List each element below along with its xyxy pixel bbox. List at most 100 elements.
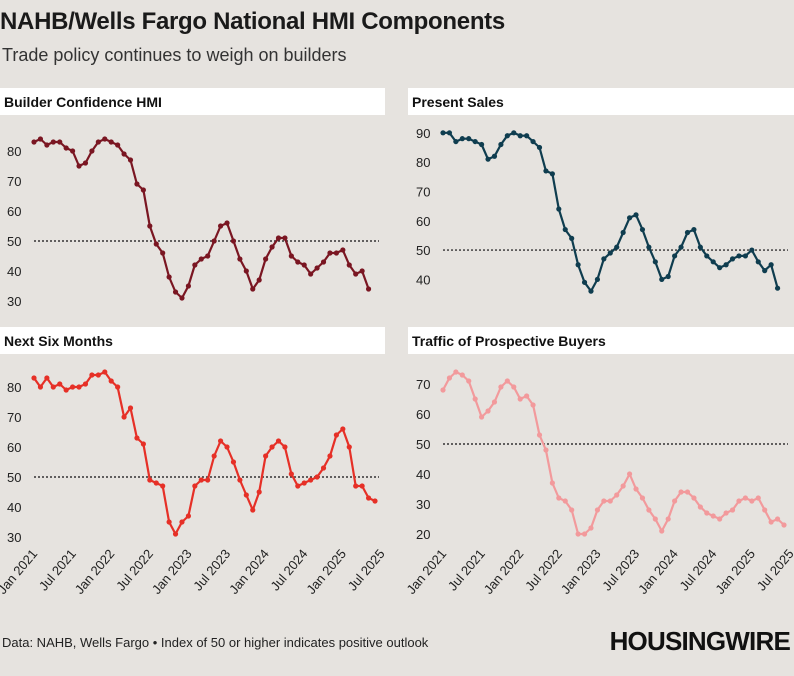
traffic-prospective-buyers-title: Traffic of Prospective Buyers [412, 333, 606, 349]
present-sales-data-point [697, 244, 703, 250]
traffic-prospective-buyers-data-point [466, 378, 472, 384]
traffic-prospective-buyers-data-point [626, 471, 633, 477]
next-six-months-data-point [263, 453, 269, 459]
next-six-months-data-point [37, 384, 44, 390]
next-six-months-header-band [0, 327, 385, 354]
builder-confidence-data-point [50, 139, 56, 145]
traffic-prospective-buyers-data-point [575, 531, 581, 537]
present-sales-ytick-label: 60 [416, 214, 430, 229]
traffic-prospective-buyers-xtick-label: Jan 2024 [635, 546, 681, 597]
traffic-prospective-buyers-data-point [691, 495, 697, 501]
builder-confidence-data-point [230, 238, 237, 244]
next-six-months-data-point [333, 432, 339, 438]
present-sales-data-point [581, 279, 588, 285]
next-six-months-data-point [134, 435, 140, 441]
next-six-months-data-point [205, 477, 211, 483]
traffic-prospective-buyers-ytick-label: 60 [416, 407, 430, 422]
builder-confidence-ytick-label: 40 [7, 264, 21, 279]
builder-confidence-data-point [179, 295, 185, 301]
builder-confidence-data-point [205, 253, 211, 259]
present-sales-data-point [678, 244, 684, 250]
present-sales-data-point [485, 156, 491, 162]
traffic-prospective-buyers-data-point [459, 372, 465, 378]
traffic-prospective-buyers-xtick-label: Jan 2023 [558, 546, 604, 597]
present-sales-data-point [479, 141, 485, 148]
present-sales-data-point [672, 253, 678, 259]
builder-confidence-ytick-label: 70 [7, 174, 21, 189]
next-six-months-ytick-label: 80 [7, 380, 21, 395]
next-six-months-data-point [76, 384, 82, 390]
builder-confidence-data-point [308, 271, 314, 277]
next-six-months-data-point [314, 474, 320, 480]
builder-confidence-ytick-label: 60 [7, 204, 21, 219]
present-sales-data-point [466, 136, 472, 142]
present-sales-ytick-label: 80 [416, 155, 430, 170]
builder-confidence-data-point [237, 256, 243, 262]
next-six-months-ytick-label: 60 [7, 440, 21, 455]
present-sales-data-point [633, 212, 639, 218]
next-six-months-data-point [44, 375, 50, 381]
present-sales-data-point [710, 259, 716, 265]
present-sales-data-point [639, 226, 646, 233]
next-six-months-xtick-label: Jan 2022 [72, 546, 118, 597]
next-six-months-data-point [192, 483, 198, 489]
present-sales-data-point [691, 226, 697, 233]
traffic-prospective-buyers-data-point [633, 486, 639, 492]
builder-confidence-data-point [37, 136, 44, 142]
traffic-prospective-buyers-xtick-label: Jul 2025 [754, 546, 794, 593]
present-sales-data-point [440, 130, 446, 136]
next-six-months-data-point [89, 372, 95, 378]
builder-confidence-data-point [269, 244, 275, 250]
present-sales-data-point [575, 262, 581, 268]
traffic-prospective-buyers-data-point [594, 507, 601, 513]
present-sales-data-point [536, 144, 543, 151]
builder-confidence-chart: Builder Confidence HMI 80 70 60 50 40 30 [0, 88, 385, 309]
traffic-prospective-buyers-data-point [665, 516, 671, 522]
next-six-months-data-point [269, 444, 275, 450]
traffic-prospective-buyers-data-point [517, 396, 523, 402]
traffic-prospective-buyers-chart: Traffic of Prospective Buyers 70 60 50 40 30 2… [403, 327, 794, 597]
present-sales-data-point [614, 244, 620, 250]
present-sales-data-point [742, 253, 748, 259]
builder-confidence-data-point [31, 139, 37, 145]
builder-confidence-data-point [185, 283, 192, 289]
builder-confidence-data-point [63, 145, 69, 151]
builder-confidence-data-point [288, 253, 294, 259]
builder-confidence-data-point [134, 181, 140, 187]
next-six-months-data-point [127, 405, 134, 411]
next-six-months-data-point [237, 477, 243, 483]
present-sales-data-point [517, 133, 523, 139]
next-six-months-data-point [82, 381, 89, 387]
builder-confidence-data-point [333, 250, 339, 256]
next-six-months-data-point [282, 444, 288, 450]
next-six-months-data-point [256, 489, 262, 495]
traffic-prospective-buyers-data-point [652, 516, 658, 522]
present-sales-title: Present Sales [412, 94, 504, 110]
present-sales-data-point [626, 215, 633, 221]
next-six-months-data-point [217, 438, 224, 444]
builder-confidence-ytick-label: 50 [7, 234, 21, 249]
traffic-prospective-buyers-ytick-label: 50 [416, 437, 430, 452]
next-six-months-data-point [359, 483, 365, 489]
next-six-months-xtick-label: Jan 2021 [0, 546, 40, 597]
present-sales-data-point [729, 256, 736, 262]
builder-confidence-data-point [102, 136, 108, 142]
present-sales-data-point [472, 138, 478, 145]
builder-confidence-data-point [243, 268, 249, 274]
builder-confidence-data-point [327, 250, 333, 256]
present-sales-data-point [588, 288, 594, 294]
builder-confidence-data-point [301, 262, 307, 268]
present-sales-data-point [594, 276, 601, 283]
traffic-prospective-buyers-data-point [440, 387, 446, 393]
traffic-prospective-buyers-data-point [588, 525, 594, 531]
traffic-prospective-buyers-data-point [710, 513, 716, 519]
traffic-prospective-buyers-data-point [704, 510, 710, 516]
builder-confidence-data-point [140, 187, 146, 193]
traffic-prospective-buyers-data-point [781, 522, 787, 528]
next-six-months-data-point [153, 480, 159, 486]
builder-confidence-data-point [263, 256, 269, 262]
traffic-prospective-buyers-data-point [511, 384, 517, 390]
builder-confidence-data-point [198, 256, 204, 262]
next-six-months-data-point [108, 378, 114, 384]
